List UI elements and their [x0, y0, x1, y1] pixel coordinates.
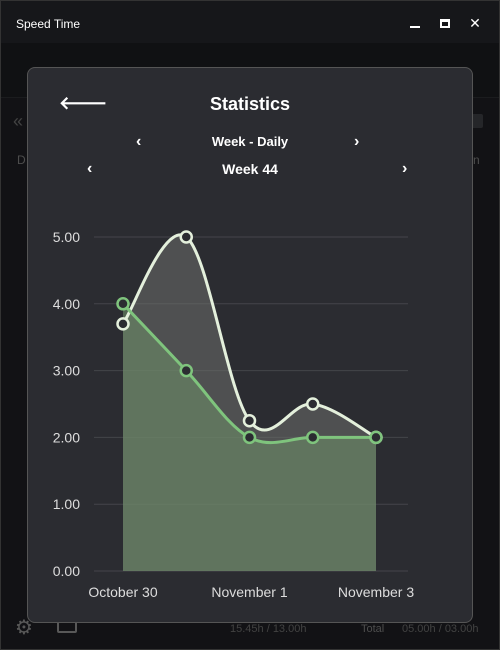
gear-icon[interactable]: ⚙ — [15, 617, 33, 639]
data-point — [242, 413, 257, 428]
period-mode-label: Week - Daily — [211, 134, 289, 149]
maximize-icon[interactable] — [435, 13, 455, 33]
y-tick-label: 1.00 — [53, 496, 80, 512]
close-icon[interactable]: ✕ — [469, 14, 481, 31]
background-right-label: n — [473, 153, 480, 167]
data-point — [242, 430, 257, 445]
chevron-left-icon[interactable]: ‹ — [87, 160, 93, 177]
double-chevron-left-icon[interactable]: « — [13, 111, 24, 131]
chevron-right-icon[interactable]: › — [402, 160, 408, 177]
background-day-label: D — [17, 153, 26, 167]
minimize-icon[interactable] — [405, 13, 425, 33]
window-title: Speed Time — [16, 17, 81, 31]
footer-total-label: Total — [361, 623, 385, 635]
dialog-title: Statistics — [209, 94, 291, 114]
data-point — [369, 430, 383, 445]
x-tick-label: October 30 — [88, 584, 157, 600]
title-bar[interactable]: Speed Time ✕ — [1, 1, 499, 43]
footer-total-value: 05.00h / 03.00h — [402, 623, 479, 635]
statistics-chart: 0.00 1.00 2.00 3.00 4.00 5.00 October 30 Novemb… — [53, 229, 415, 600]
y-tick-label: 2.00 — [53, 429, 80, 445]
data-point — [306, 430, 320, 445]
data-point — [306, 397, 320, 411]
data-point — [116, 317, 130, 331]
x-tick-label: November 1 — [211, 584, 287, 600]
data-point — [179, 363, 193, 378]
chevron-right-icon[interactable]: › — [354, 133, 360, 150]
y-tick-label: 4.00 — [53, 296, 80, 312]
chevron-left-icon[interactable]: ‹ — [136, 133, 142, 150]
data-point — [116, 297, 130, 311]
period-label: Week 44 — [222, 161, 278, 177]
data-point — [179, 230, 193, 244]
footer-hours: 15.45h / 13.00h — [230, 623, 307, 635]
background-toggle[interactable] — [471, 114, 483, 128]
y-tick-label: 0.00 — [53, 563, 80, 579]
y-tick-label: 3.00 — [53, 363, 80, 379]
statistics-dialog: 🡐 Statistics Week - Daily ‹ › Week 44 ‹ … — [27, 67, 473, 623]
x-tick-label: November 3 — [338, 584, 414, 600]
y-tick-label: 5.00 — [53, 229, 80, 245]
